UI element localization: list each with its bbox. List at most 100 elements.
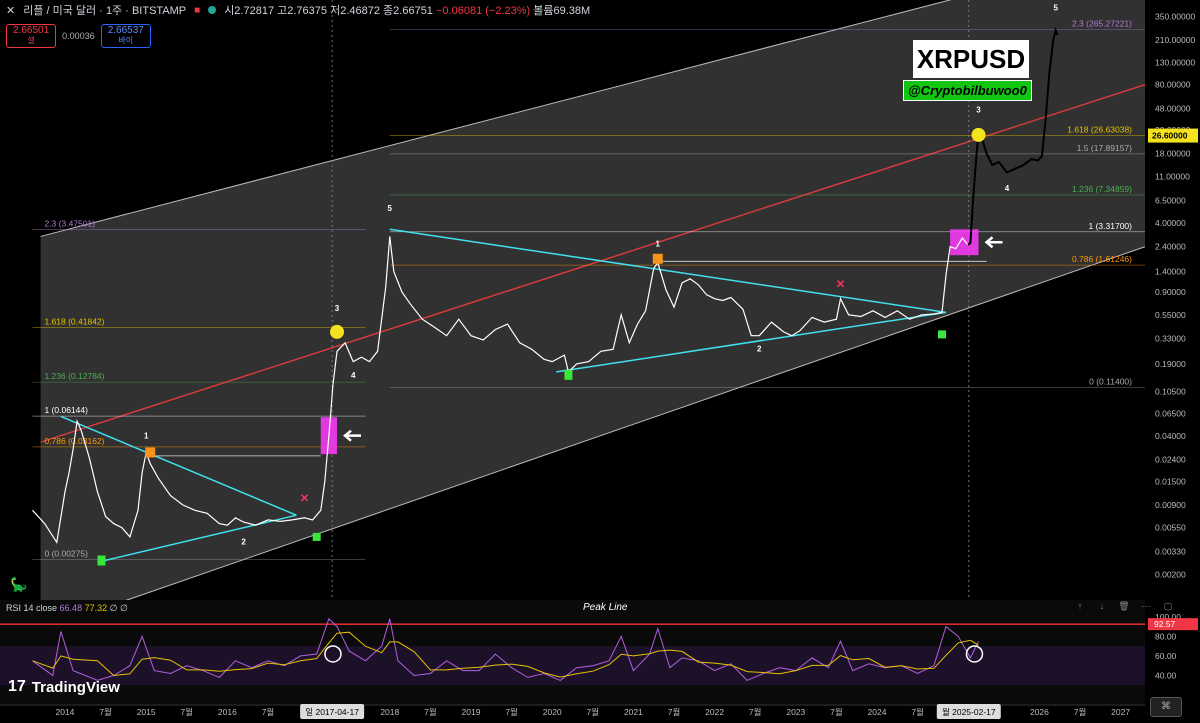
x-tick-label-21: 7월 <box>1074 707 1087 717</box>
channel-mid-line[interactable] <box>40 84 1146 443</box>
symbol-title[interactable]: 리플 / 미국 달러 · 1주 · BITSTAMP <box>23 5 187 17</box>
buy-label: 바이 <box>118 36 134 45</box>
channel-band <box>40 0 1145 631</box>
buy-button[interactable]: 2.66537 바이 <box>100 24 151 48</box>
price-series-0[interactable] <box>32 236 969 545</box>
dinosaur-icon: 🦕 <box>10 576 28 592</box>
channel-upper-line[interactable] <box>40 0 1145 237</box>
y-tick-label-7: 11.00000 <box>1155 171 1190 181</box>
y-tick-label-6: 18.00000 <box>1155 149 1191 159</box>
x-tick-label-0: 2014 <box>56 707 75 717</box>
chevron-icon[interactable]: ✕ <box>6 4 16 17</box>
wave-label-5: 1 <box>656 240 661 249</box>
y-tick-label-2: 130.00000 <box>1155 57 1195 67</box>
trash-icon[interactable]: 🗑 <box>1118 601 1130 611</box>
rsi-value-1: 66.48 <box>59 603 83 613</box>
x-tick-label-9: 7월 <box>505 707 518 717</box>
x-tick-label-1: 7월 <box>99 707 112 717</box>
y-tick-label-3: 80.00000 <box>1155 80 1191 90</box>
red-x-icon-8 <box>300 494 309 502</box>
y-tick-label-20: 0.01500 <box>1155 476 1186 486</box>
rsi-current-label: 92.57 <box>1154 619 1176 629</box>
triangle-bottom-line-0[interactable] <box>97 514 297 563</box>
triangle-bottom-line-1[interactable] <box>556 311 947 373</box>
settings-button[interactable]: ⌘ <box>1150 697 1182 717</box>
change-value: −0.06081 (−2.23%) <box>436 5 531 17</box>
sell-button[interactable]: 2.66501 셀 <box>6 24 57 48</box>
wave-label-6: 2 <box>757 344 762 353</box>
volume-value: 볼륨69.38M <box>533 5 591 17</box>
fib-label-2: 1.236 (0.12784) <box>44 371 104 381</box>
x-tick-label-11: 7월 <box>587 707 600 717</box>
y-tick-label-16: 0.10500 <box>1155 386 1186 396</box>
sell-price: 2.66501 <box>13 25 50 36</box>
rsi-ma-line[interactable] <box>32 631 979 678</box>
sell-label: 셀 <box>27 36 35 45</box>
fib-label-9: 1.236 (7.34859) <box>1072 184 1132 194</box>
current-price-label: 26.60000 <box>1152 131 1188 141</box>
y-tick-label-22: 0.00550 <box>1155 523 1186 533</box>
annotation-title: XRPUSD <box>913 40 1029 78</box>
rsi-header: RSI 14 close 66.48 77.32 ∅ ∅ <box>6 603 128 614</box>
y-tick-label-13: 0.55000 <box>1155 310 1186 320</box>
triangle-top-line-0[interactable] <box>60 415 297 516</box>
market-status-icon <box>208 6 217 14</box>
x-tick-label-10: 2020 <box>543 707 562 717</box>
y-tick-label-19: 0.02400 <box>1155 455 1186 465</box>
rsi-value-2: 77.32 <box>84 603 108 613</box>
rsi-circle-1 <box>965 645 984 663</box>
triangle-top-line-1[interactable] <box>389 228 947 314</box>
tradingview-logo[interactable]: 17 TradingView <box>8 678 120 696</box>
y-tick-label-10: 2.40000 <box>1155 242 1186 252</box>
arrow-down-icon[interactable]: ↓ <box>1099 601 1105 611</box>
current-price-tag <box>1148 128 1198 143</box>
high-value: 고2.76375 <box>277 5 328 17</box>
breakout-box-1 <box>950 229 979 256</box>
y-tick-label-21: 0.00900 <box>1155 500 1186 510</box>
price-series-1[interactable] <box>967 26 1059 246</box>
x-tick-label-17: 7월 <box>830 707 843 717</box>
wave-label-4: 5 <box>388 204 393 213</box>
brand-name: TradingView <box>31 678 120 696</box>
y-tick-label-11: 1.40000 <box>1155 267 1186 277</box>
arrow-up-icon[interactable]: ↑ <box>1077 601 1083 611</box>
orange-square-marker-3 <box>652 253 663 264</box>
x-tick-label-14: 2022 <box>705 707 724 717</box>
channel-lower-line[interactable] <box>40 246 1146 631</box>
fib-label-0: 2.3 (3.47501) <box>44 219 95 229</box>
x-tick-label-20: 2026 <box>1030 707 1049 717</box>
wave-label-2: 3 <box>335 304 340 313</box>
y-tick-label-24: 0.00200 <box>1155 569 1186 579</box>
x-tick-label-22: 2027 <box>1111 707 1130 717</box>
y-tick-label-15: 0.19000 <box>1155 359 1186 369</box>
x-tick-label-4: 2016 <box>218 707 237 717</box>
rsi-tick-label-2: 60.00 <box>1155 651 1177 661</box>
wave-label-1: 2 <box>241 538 246 547</box>
x-highlight-box-0 <box>300 704 365 719</box>
rsi-label[interactable]: RSI 14 close <box>6 603 58 613</box>
rsi-line[interactable] <box>32 617 979 681</box>
maximize-icon[interactable]: ▢ <box>1163 601 1173 611</box>
x-tick-label-19: 7월 <box>911 707 924 717</box>
x-tick-label-12: 2021 <box>624 707 643 717</box>
check-icon-7 <box>937 330 946 339</box>
rsi-tick-label-3: 40.00 <box>1155 670 1177 680</box>
yellow-circle-marker-4 <box>330 324 345 339</box>
y-tick-label-12: 0.90000 <box>1155 287 1186 297</box>
x-highlight-box-1 <box>936 704 1001 719</box>
low-value: 저2.46872 <box>330 5 380 17</box>
ohlc-values: 시2.72817 고2.76375 저2.46872 종2.66751 −0.0… <box>224 2 590 18</box>
rsi-tick-label-0: 100.00 <box>1155 612 1181 622</box>
x-tick-label-16: 2023 <box>786 707 805 717</box>
more-icon[interactable]: ⋯ <box>1141 601 1151 611</box>
y-tick-label-9: 4.00000 <box>1155 218 1186 228</box>
tradingview-logo-icon: 17 <box>8 678 26 695</box>
y-tick-label-17: 0.06500 <box>1155 409 1186 419</box>
fib-label-5: 0 (0.00275) <box>44 549 88 559</box>
y-tick-label-1: 210.00000 <box>1155 35 1195 45</box>
wave-label-9: 5 <box>1053 3 1058 12</box>
flag-icon[interactable]: ■ <box>194 4 201 16</box>
y-tick-label-0: 350.00000 <box>1155 11 1195 21</box>
